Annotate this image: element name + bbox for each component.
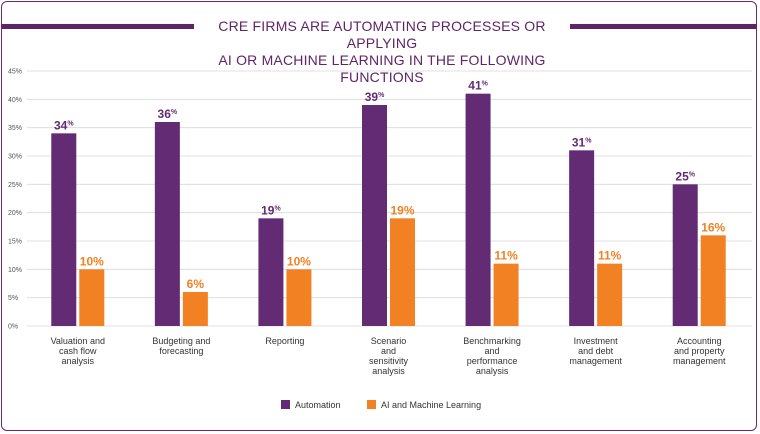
ai-ml-bar bbox=[597, 263, 623, 326]
y-tick-label: 40% bbox=[8, 97, 22, 104]
ai-ml-value-label: 6% bbox=[187, 277, 205, 291]
ai-ml-bar bbox=[390, 218, 415, 326]
automation-bar bbox=[465, 93, 491, 327]
y-tick-label: 10% bbox=[8, 267, 22, 274]
ai-ml-bar bbox=[700, 235, 726, 326]
category-label: Accounting and property management bbox=[673, 336, 726, 366]
ai-ml-value-label: 16% bbox=[701, 220, 725, 234]
automation-bar bbox=[672, 184, 698, 326]
y-axis-ticks: 0% 5% 10% 15% 20% 25% 30% 35% 40% 45% bbox=[8, 69, 22, 331]
y-tick-label: 25% bbox=[8, 182, 22, 189]
ai-ml-value-label: 10% bbox=[287, 254, 311, 268]
automation-value-label: 34% bbox=[54, 118, 74, 132]
y-tick-label: 0% bbox=[8, 324, 18, 331]
y-tick-label: 35% bbox=[8, 125, 22, 132]
gridlines bbox=[27, 70, 752, 327]
y-tick-label: 15% bbox=[8, 239, 22, 246]
automation-bar bbox=[51, 133, 77, 326]
automation-value-label: 25% bbox=[675, 169, 695, 183]
ai-ml-bar bbox=[182, 292, 208, 326]
legend: Automation AI and Machine Learning bbox=[281, 400, 481, 410]
automation-bar bbox=[154, 122, 180, 326]
automation-bar bbox=[258, 218, 284, 326]
value-labels: 34% 10% 36% 6% 19% 10% 39% 19% 41% 11% 31% 11% 25% 16… bbox=[54, 79, 726, 291]
automation-bar bbox=[569, 150, 595, 326]
ai-ml-bar bbox=[286, 269, 312, 326]
category-labels: Valuation and cash flow analysis Budgeting … bbox=[51, 336, 726, 376]
ai-ml-legend-swatch bbox=[367, 400, 376, 409]
automation-bar bbox=[362, 105, 387, 326]
y-tick-label: 20% bbox=[8, 210, 22, 217]
title-rule-right bbox=[570, 24, 757, 29]
ai-ml-legend-label: AI and Machine Learning bbox=[381, 400, 481, 410]
automation-value-label: 36% bbox=[158, 107, 178, 121]
title-rule-left bbox=[2, 24, 194, 29]
category-label: Benchmarking and performance analysis bbox=[463, 336, 521, 376]
category-label: Budgeting and forecasting bbox=[152, 336, 210, 356]
category-label: Valuation and cash flow analysis bbox=[51, 336, 105, 366]
y-tick-label: 45% bbox=[8, 69, 22, 76]
automation-value-label: 19% bbox=[261, 203, 281, 217]
ai-ml-bar bbox=[493, 263, 519, 326]
category-label: Scenario and sensitivity analysis bbox=[369, 336, 409, 376]
automation-value-label: 41% bbox=[468, 79, 488, 93]
chart-title: CRE FIRMS ARE AUTOMATING PROCESSES OR AP… bbox=[194, 18, 570, 86]
chart-title-line-1: CRE FIRMS ARE AUTOMATING PROCESSES OR AP… bbox=[218, 18, 546, 51]
y-tick-label: 5% bbox=[8, 295, 18, 302]
ai-ml-bar bbox=[79, 269, 105, 326]
ai-ml-value-label: 11% bbox=[598, 249, 622, 263]
y-tick-label: 30% bbox=[8, 154, 22, 161]
ai-ml-value-label: 11% bbox=[494, 249, 518, 263]
category-label: Reporting bbox=[265, 336, 304, 346]
bars bbox=[51, 93, 726, 327]
category-label: Investment and debt management bbox=[569, 336, 622, 366]
chart-title-line-2: AI OR MACHINE LEARNING IN THE FOLLOWING … bbox=[218, 52, 546, 85]
automation-legend-swatch bbox=[281, 400, 290, 409]
automation-value-label: 31% bbox=[572, 135, 592, 149]
ai-ml-value-label: 10% bbox=[80, 254, 104, 268]
automation-value-label: 39% bbox=[365, 90, 385, 104]
automation-legend-label: Automation bbox=[295, 400, 341, 410]
ai-ml-value-label: 19% bbox=[390, 203, 414, 217]
